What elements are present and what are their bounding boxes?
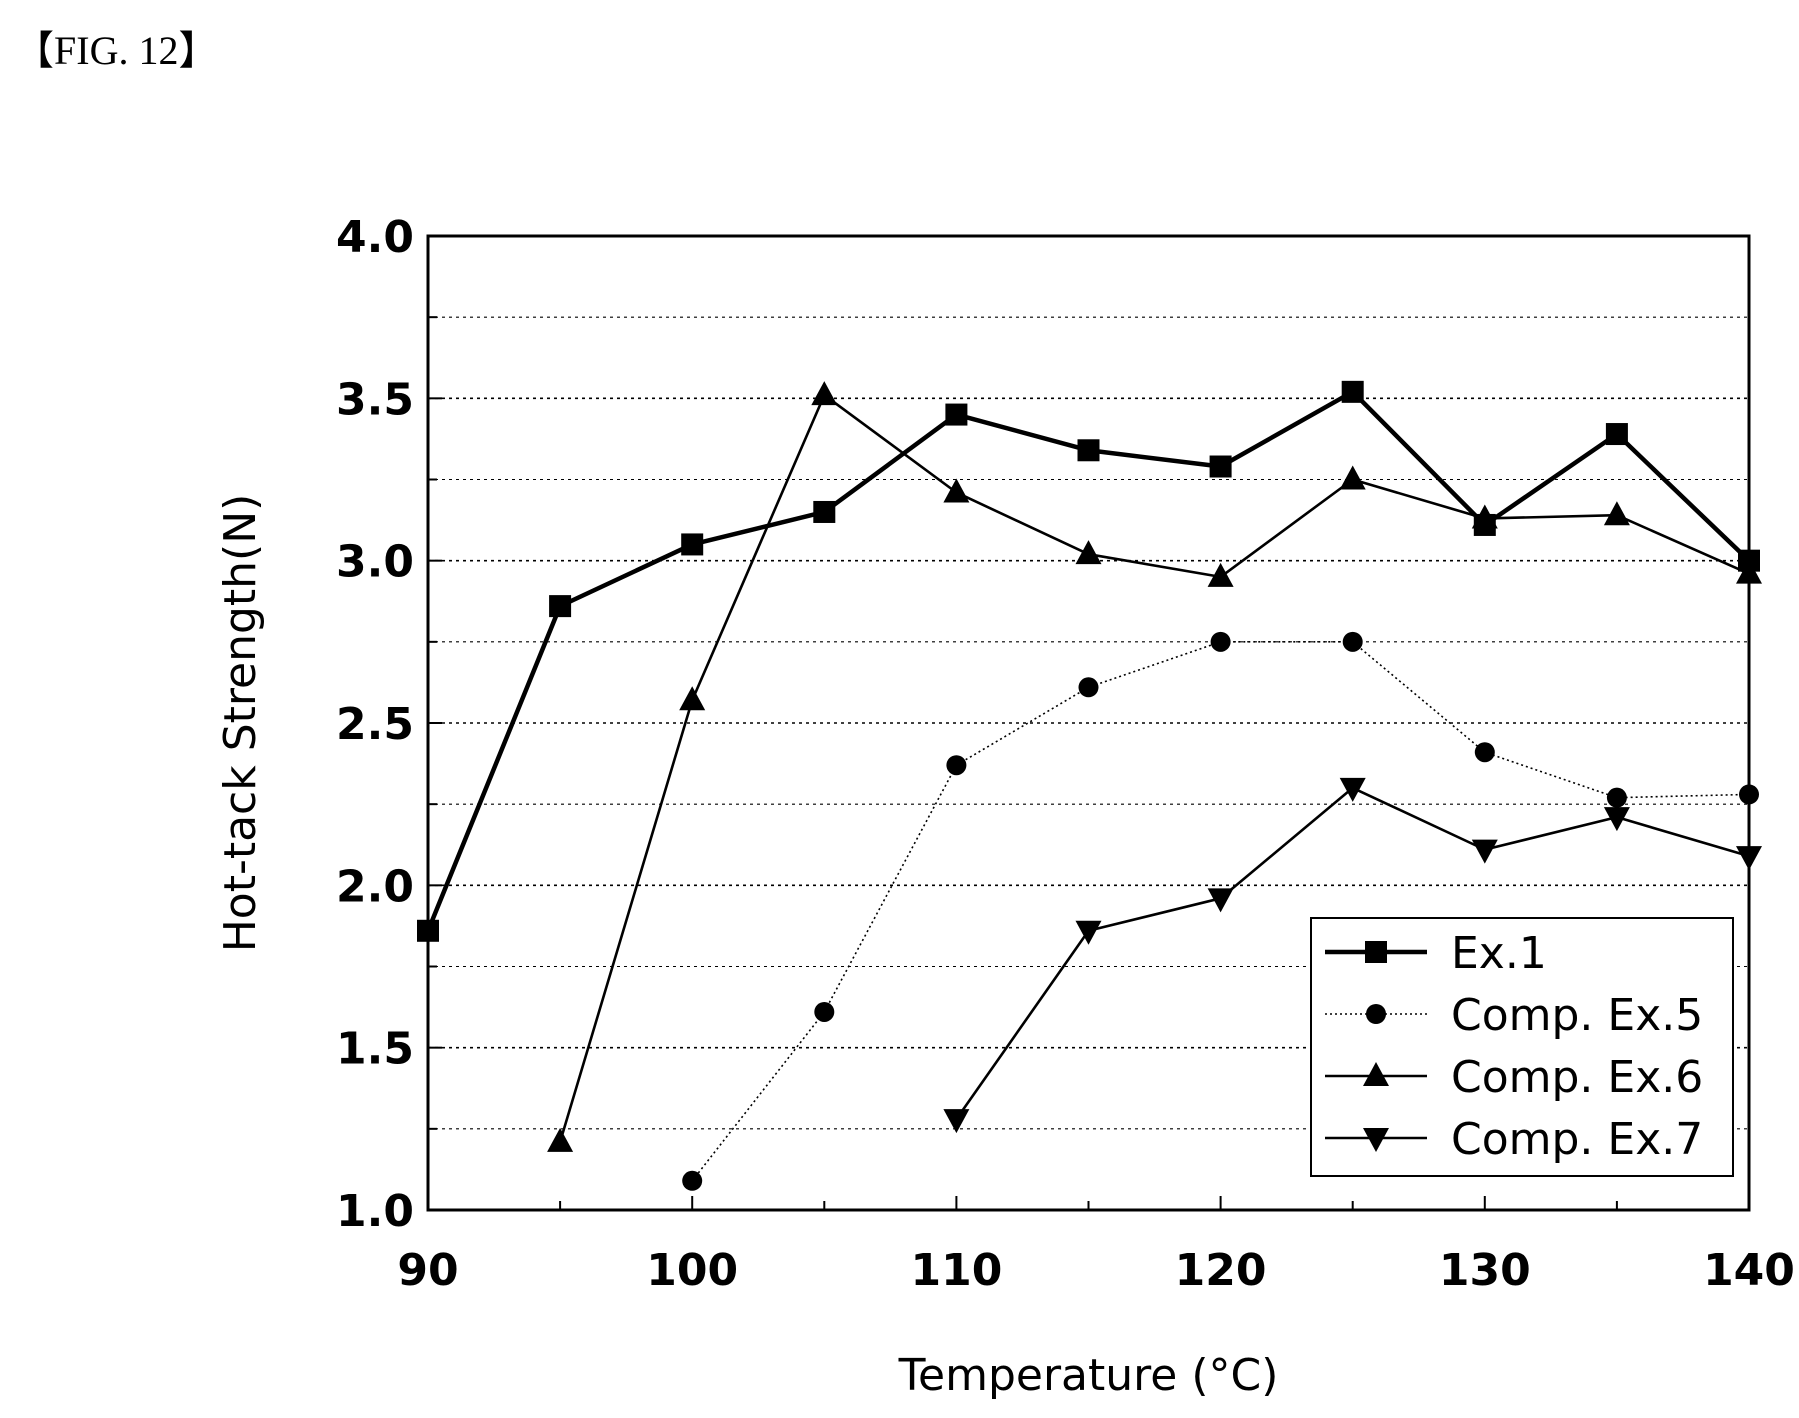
data-point bbox=[417, 919, 439, 942]
data-point bbox=[1075, 920, 1102, 945]
legend-marker bbox=[1365, 941, 1387, 963]
data-point bbox=[946, 755, 967, 776]
y-tick-label: 1.0 bbox=[336, 1186, 414, 1237]
x-tick-label: 140 bbox=[1703, 1245, 1795, 1296]
x-axis-title: Temperature (°C) bbox=[898, 1350, 1279, 1401]
data-point bbox=[1075, 540, 1102, 565]
data-point bbox=[1342, 631, 1363, 652]
axes: 90 100 110 120 130 140 1.0 1.5 2.0 2.5 3.0 3.5 4.0 bbox=[336, 212, 1795, 1296]
data-point bbox=[1209, 455, 1232, 478]
y-tick-label: 3.5 bbox=[336, 374, 414, 425]
x-tick-label: 120 bbox=[1175, 1245, 1267, 1296]
data-point bbox=[1341, 380, 1364, 403]
legend-marker bbox=[1366, 1004, 1386, 1024]
data-point bbox=[943, 478, 970, 503]
data-point bbox=[549, 595, 572, 618]
data-point bbox=[1736, 846, 1762, 871]
y-tick-label: 3.0 bbox=[336, 537, 414, 588]
y-axis-title: Hot-tack Strength(N) bbox=[215, 494, 266, 953]
series-4 bbox=[943, 777, 1762, 1134]
data-point bbox=[814, 1001, 835, 1022]
y-tick-label: 1.5 bbox=[336, 1024, 414, 1075]
data-point bbox=[1339, 777, 1366, 802]
series-3 bbox=[547, 381, 1762, 1152]
y-tick-label: 4.0 bbox=[336, 212, 414, 263]
legend-marker bbox=[1363, 1128, 1389, 1152]
y-tick-label: 2.5 bbox=[336, 699, 414, 750]
data-point bbox=[1605, 423, 1628, 446]
data-point bbox=[1207, 562, 1234, 587]
data-point bbox=[945, 403, 968, 426]
data-point bbox=[1603, 501, 1630, 526]
data-point bbox=[1739, 784, 1759, 805]
data-point bbox=[682, 1170, 703, 1191]
figure-label: 【FIG. 12】 bbox=[14, 28, 219, 73]
data-point bbox=[1471, 504, 1498, 529]
data-point bbox=[547, 1127, 574, 1152]
x-tick-label: 100 bbox=[646, 1245, 738, 1296]
legend-label: Comp. Ex.7 bbox=[1451, 1114, 1703, 1165]
series-1 bbox=[417, 380, 1760, 942]
legend-label: Comp. Ex.5 bbox=[1451, 990, 1703, 1041]
data-point bbox=[1606, 787, 1627, 808]
legend-marker bbox=[1363, 1062, 1389, 1086]
x-tick-label: 90 bbox=[397, 1245, 458, 1296]
data-point bbox=[811, 381, 838, 406]
data-point bbox=[813, 500, 836, 523]
series-2 bbox=[682, 631, 1759, 1191]
legend-label: Ex.1 bbox=[1451, 928, 1547, 979]
data-point bbox=[1603, 807, 1630, 832]
data-point bbox=[1471, 839, 1498, 864]
data-point bbox=[943, 1109, 970, 1134]
series-line bbox=[558, 393, 1750, 1143]
legend-label: Comp. Ex.6 bbox=[1451, 1052, 1703, 1103]
data-point bbox=[1474, 742, 1495, 763]
x-tick-label: 110 bbox=[910, 1245, 1002, 1296]
data-point bbox=[681, 533, 704, 556]
data-point bbox=[679, 686, 706, 711]
x-tick-label: 130 bbox=[1439, 1245, 1531, 1296]
data-point bbox=[1339, 465, 1366, 490]
data-point bbox=[1078, 677, 1099, 698]
data-point bbox=[1210, 631, 1231, 652]
y-tick-label: 2.0 bbox=[336, 861, 414, 912]
data-point bbox=[1736, 559, 1762, 584]
data-point bbox=[1077, 439, 1100, 462]
series-layer bbox=[417, 380, 1762, 1191]
data-point bbox=[1207, 888, 1234, 913]
series-line bbox=[425, 389, 1751, 932]
legend: Ex.1 Comp. Ex.5 Comp. Ex.6 Comp. Ex.7 bbox=[1310, 917, 1734, 1177]
